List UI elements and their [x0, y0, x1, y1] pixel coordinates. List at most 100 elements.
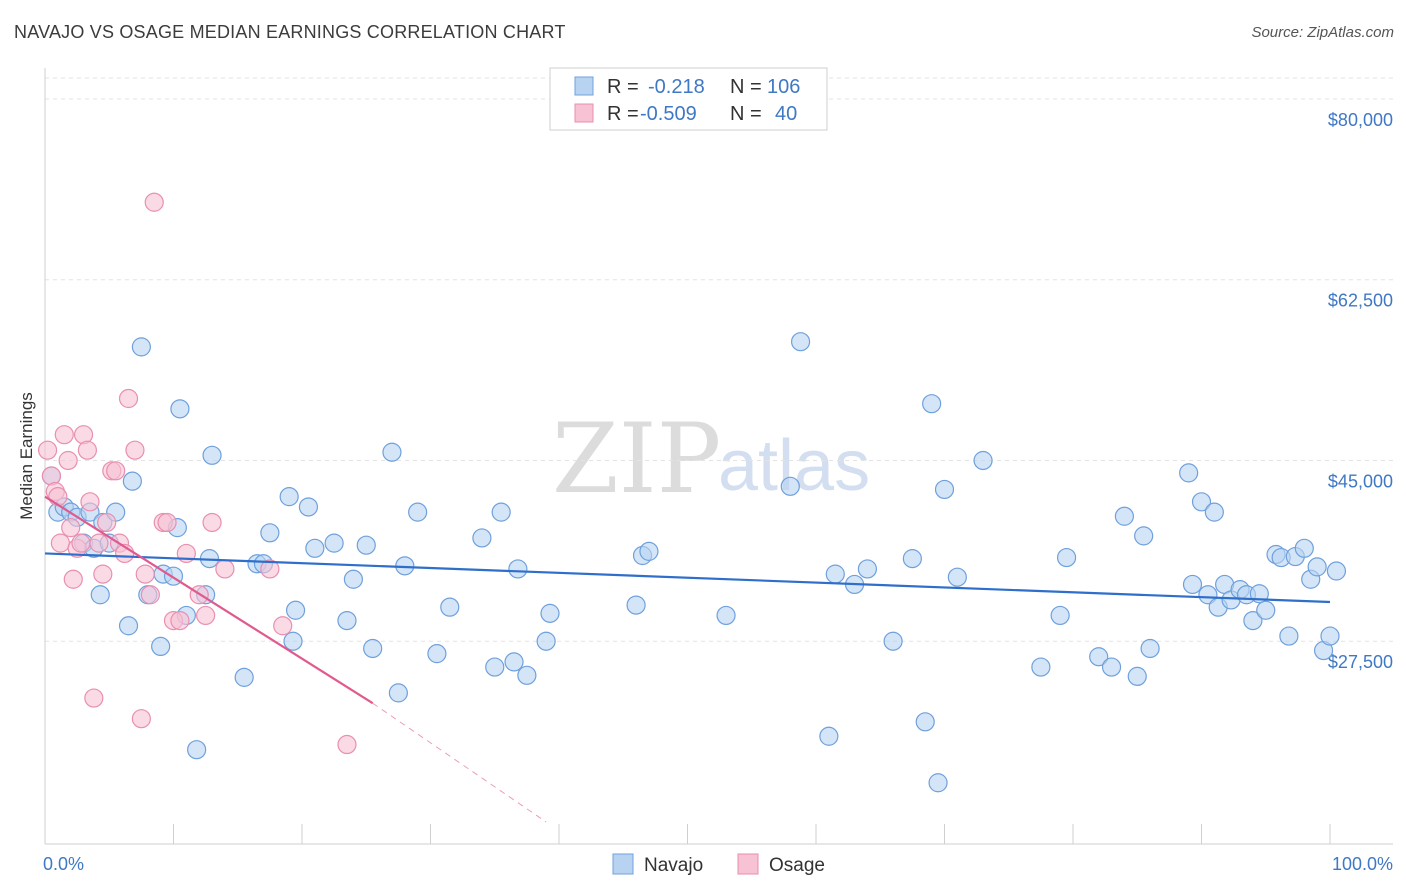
point-navajo	[151, 636, 171, 657]
point-navajo	[388, 683, 408, 703]
data-points	[37, 192, 1347, 793]
point-navajo	[928, 773, 948, 793]
point-navajo	[1134, 526, 1154, 546]
trend-line-navajo	[44, 552, 1331, 604]
point-navajo	[915, 712, 935, 732]
point-osage	[63, 569, 83, 589]
point-navajo	[408, 502, 428, 522]
trend-extension-osage	[372, 702, 547, 823]
point-navajo	[90, 585, 110, 605]
point-navajo	[343, 569, 363, 589]
point-navajo	[922, 394, 942, 414]
point-navajo	[283, 631, 303, 651]
point-osage	[215, 559, 235, 579]
point-navajo	[305, 538, 325, 558]
bottom-legend-label-osage: Osage	[769, 855, 825, 876]
point-navajo	[382, 442, 402, 462]
point-navajo	[790, 332, 811, 352]
legend-n-value-osage: 40	[775, 103, 797, 125]
point-osage	[202, 512, 222, 533]
bottom-legend-swatch-navajo	[612, 853, 634, 875]
point-osage	[131, 709, 151, 729]
x-tick-label-min: 0.0%	[43, 854, 84, 874]
point-navajo	[639, 541, 659, 561]
point-navajo	[131, 337, 151, 357]
legend-n-label-osage: N =	[730, 103, 762, 125]
bottom-legend-label-navajo: Navajo	[644, 855, 703, 876]
legend-r-value-navajo: -0.218	[648, 76, 705, 98]
y-tick-label: $27,500	[1328, 652, 1393, 672]
point-navajo	[504, 652, 524, 672]
point-osage	[93, 564, 113, 584]
point-osage	[54, 425, 74, 445]
point-navajo	[260, 523, 280, 543]
point-osage	[48, 487, 68, 507]
point-navajo	[536, 631, 556, 651]
legend-swatch-osage	[574, 103, 594, 123]
point-navajo	[1179, 463, 1199, 483]
legend-n-value-navajo: 106	[767, 76, 800, 98]
legend-r-label-osage: R =	[607, 103, 639, 125]
point-navajo	[902, 549, 922, 569]
point-osage	[273, 616, 293, 636]
point-navajo	[1320, 626, 1340, 646]
point-osage	[37, 440, 58, 460]
point-osage	[157, 512, 177, 533]
point-navajo	[1140, 638, 1160, 659]
point-navajo	[1243, 610, 1263, 631]
point-navajo	[298, 497, 319, 517]
y-tick-label: $80,000	[1328, 110, 1393, 130]
point-navajo	[122, 471, 142, 491]
point-navajo	[626, 595, 646, 615]
point-navajo	[1307, 557, 1327, 577]
axes: $27,500 $45,000 $62,500 $80,000	[44, 68, 1393, 845]
legend-r-label-navajo: R =	[607, 76, 639, 98]
point-navajo	[279, 487, 299, 507]
trend-lines	[44, 495, 1331, 823]
point-osage	[260, 559, 280, 579]
y-tick-label: $45,000	[1328, 471, 1393, 491]
point-navajo	[427, 644, 447, 664]
point-osage	[170, 610, 190, 631]
chart-source: Source: ZipAtlas.com	[1251, 24, 1394, 41]
point-osage	[337, 734, 357, 755]
point-navajo	[819, 726, 839, 746]
point-navajo	[947, 567, 967, 587]
point-osage	[135, 564, 155, 584]
point-navajo	[440, 597, 460, 617]
point-osage	[61, 518, 81, 538]
point-navajo	[1279, 626, 1299, 646]
legend-frame	[549, 67, 828, 131]
point-navajo	[1198, 585, 1218, 605]
x-tick-label-max: 100.0%	[1332, 854, 1393, 874]
point-osage	[125, 440, 145, 460]
point-navajo	[491, 502, 511, 522]
point-navajo	[1101, 657, 1122, 677]
point-navajo	[1182, 574, 1203, 595]
bottom-legend-swatch-osage	[737, 853, 759, 875]
point-navajo	[1089, 647, 1109, 667]
point-navajo	[1127, 666, 1147, 686]
point-navajo	[973, 450, 993, 471]
point-navajo	[234, 667, 254, 687]
point-navajo	[285, 600, 306, 620]
point-navajo	[187, 740, 207, 760]
point-navajo	[716, 605, 736, 626]
legend-n-label-navajo: N =	[730, 76, 762, 98]
point-osage	[89, 533, 109, 553]
chart-title: NAVAJO VS OSAGE MEDIAN EARNINGS CORRELAT…	[14, 22, 566, 42]
point-navajo	[363, 638, 383, 659]
point-navajo	[1114, 506, 1135, 526]
point-navajo	[508, 559, 528, 579]
point-osage	[196, 605, 216, 626]
point-osage	[71, 533, 91, 553]
point-navajo	[825, 564, 845, 584]
point-navajo	[1294, 538, 1314, 558]
point-navajo	[780, 476, 800, 496]
point-navajo	[472, 528, 492, 548]
point-navajo	[540, 603, 560, 623]
point-navajo	[485, 657, 505, 677]
point-navajo	[1056, 547, 1077, 568]
y-tick-label: $62,500	[1328, 291, 1393, 311]
